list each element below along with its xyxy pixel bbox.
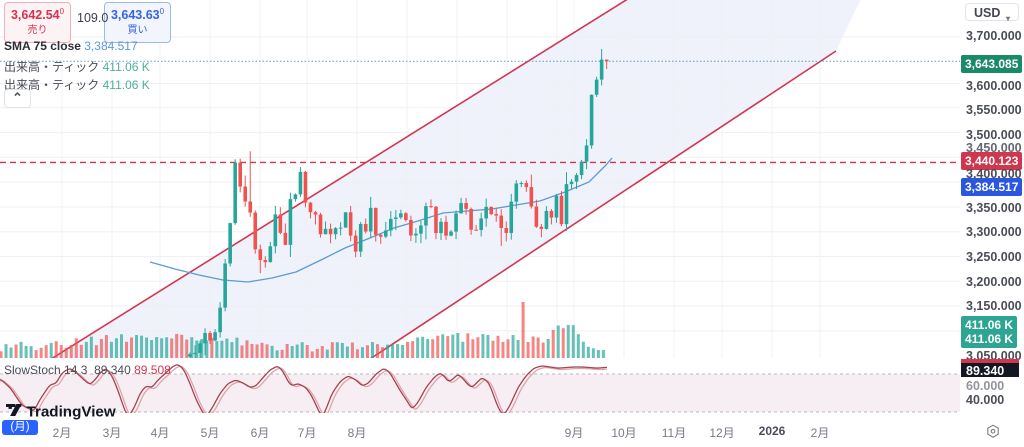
svg-text:TradingView: TradingView [27,403,116,420]
